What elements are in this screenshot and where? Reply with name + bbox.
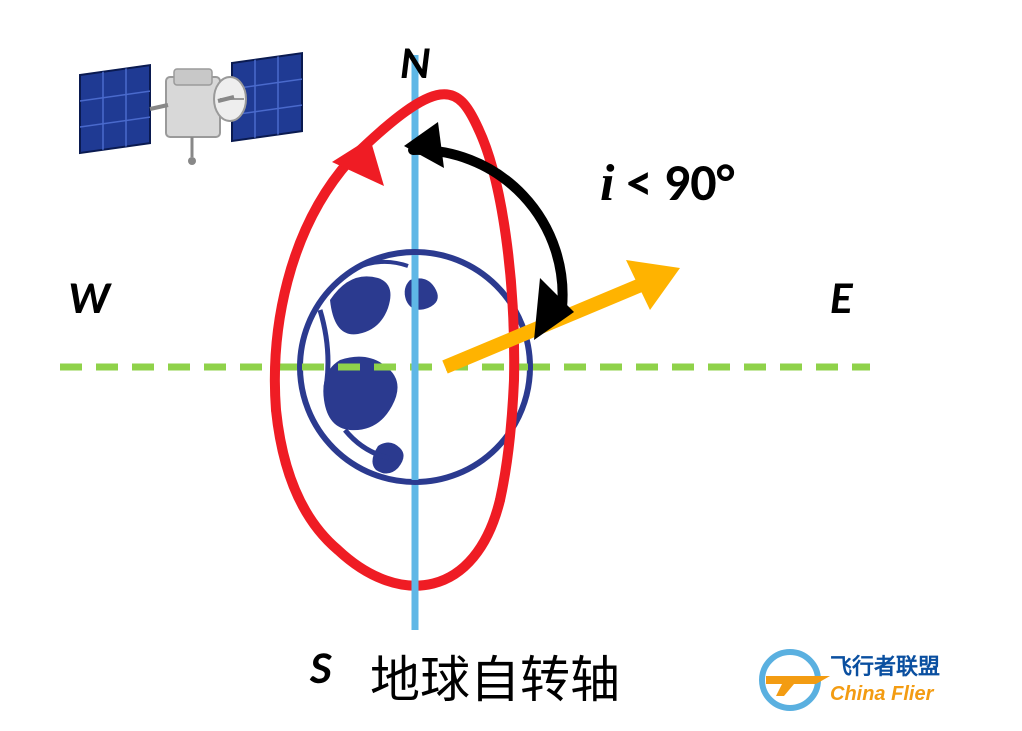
diagram-svg: 飞行者联盟 China Flier (0, 0, 1022, 731)
angle-arc-head-bottom (534, 278, 574, 340)
label-south: S (310, 640, 331, 696)
diagram-stage: 飞行者联盟 China Flier N S W E i < 90° 地球自转轴 (0, 0, 1022, 731)
label-north: N (400, 35, 430, 91)
inclination-rest: < 90° (614, 150, 734, 214)
inclination-i: i (600, 155, 614, 212)
watermark-top-text: 飞行者联盟 (830, 654, 940, 679)
label-west: W (68, 270, 110, 326)
angle-arc-head-top (404, 122, 444, 168)
watermark-logo: 飞行者联盟 China Flier (762, 652, 940, 708)
watermark-bottom-text: China Flier (830, 683, 935, 705)
label-axis: 地球自转轴 (370, 640, 620, 712)
label-east: E (830, 270, 852, 326)
satellite-icon (80, 53, 302, 165)
label-inclination: i < 90° (600, 150, 734, 214)
